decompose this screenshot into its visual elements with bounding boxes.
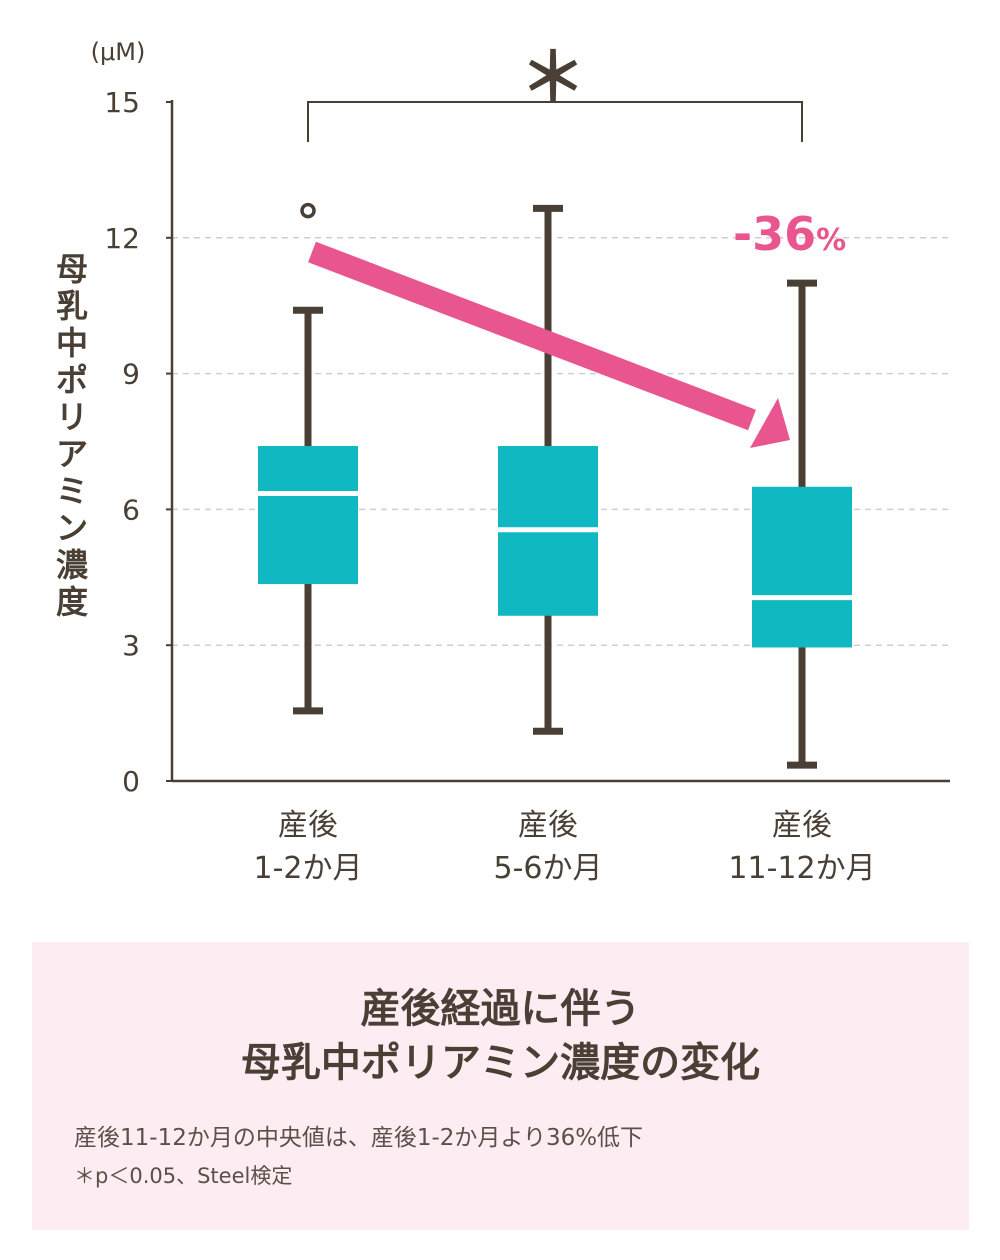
box-iqr bbox=[258, 446, 358, 585]
significance-star: ＊ bbox=[520, 39, 586, 116]
y-tick-label: 0 bbox=[122, 765, 140, 798]
y-axis-label: 母乳中ポリアミン濃度 bbox=[56, 250, 89, 621]
annotations: ＊ -36% bbox=[307, 39, 846, 448]
significance-bracket bbox=[307, 101, 803, 142]
box-2 bbox=[498, 204, 598, 735]
trend-arrow-head bbox=[750, 398, 790, 448]
summary-title: 産後経過に伴う 母乳中ポリアミン濃度の変化 bbox=[32, 982, 969, 1090]
summary-box: 産後経過に伴う 母乳中ポリアミン濃度の変化 産後11-12か月の中央値は、産後1… bbox=[32, 942, 969, 1230]
y-tick-label: 15 bbox=[104, 86, 140, 119]
y-tick-label: 6 bbox=[122, 493, 140, 526]
x-category-label: 産後 bbox=[278, 808, 338, 843]
change-percent-label: -36% bbox=[733, 207, 846, 261]
y-tick-label: 12 bbox=[104, 222, 140, 255]
summary-title-line1: 産後経過に伴う bbox=[360, 986, 641, 1032]
y-tick-label: 3 bbox=[122, 629, 140, 662]
y-tick-label: 9 bbox=[122, 358, 140, 391]
unit-label: (μM) bbox=[91, 38, 146, 66]
x-category-label: 産後 bbox=[772, 808, 832, 843]
box-1 bbox=[258, 202, 358, 715]
boxes bbox=[258, 202, 852, 769]
x-category-label: 1-2か月 bbox=[254, 851, 363, 886]
outlier-point bbox=[300, 202, 316, 219]
summary-note: 産後11-12か月の中央値は、産後1-2か月より36%低下 bbox=[74, 1125, 644, 1151]
box-iqr bbox=[752, 486, 852, 648]
box-3 bbox=[752, 279, 852, 769]
x-category-label: 産後 bbox=[518, 808, 578, 843]
x-category-label: 11-12か月 bbox=[728, 851, 875, 886]
x-category-label: 5-6か月 bbox=[494, 851, 603, 886]
summary-title-line2: 母乳中ポリアミン濃度の変化 bbox=[240, 1040, 761, 1086]
trend-arrow-shaft bbox=[308, 241, 756, 431]
summary-footnote: ＊p＜0.05、Steel検定 bbox=[74, 1164, 293, 1188]
